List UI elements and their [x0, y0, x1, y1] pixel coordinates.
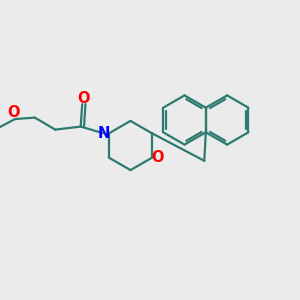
- Text: O: O: [151, 150, 164, 165]
- Text: O: O: [8, 105, 20, 120]
- Text: O: O: [77, 91, 90, 106]
- Text: N: N: [98, 126, 110, 141]
